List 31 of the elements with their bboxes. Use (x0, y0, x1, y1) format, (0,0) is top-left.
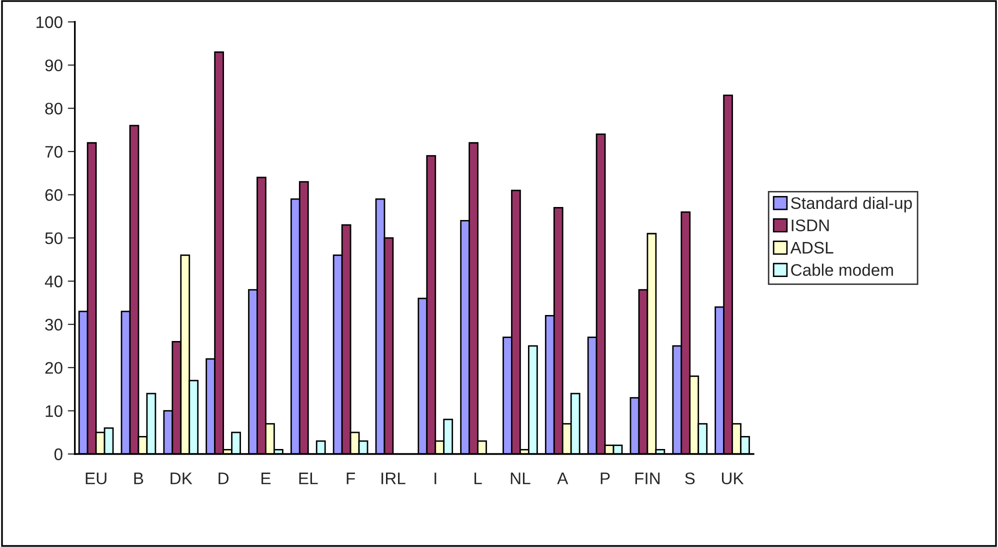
y-tick-label: 30 (45, 318, 62, 331)
x-tick-label: EU (86, 472, 106, 484)
y-tick-label: 100 (36, 16, 62, 28)
x-tick-label: P (600, 472, 610, 484)
legend-label: ISDN (792, 220, 829, 232)
y-tick-label: 80 (45, 102, 62, 115)
x-tick-label: B (134, 472, 144, 484)
x-tick-label: I (434, 472, 436, 484)
x-tick-label: NL (510, 472, 530, 484)
y-tick-label: 10 (46, 405, 62, 417)
x-tick-label: F (346, 472, 355, 484)
y-tick-label: 20 (45, 362, 62, 374)
x-tick-label: FIN (635, 472, 660, 484)
x-tick-label: DK (170, 472, 192, 484)
x-tick-label: L (474, 472, 482, 484)
y-tick-label: 50 (45, 232, 62, 244)
legend-label: ADSL (790, 242, 834, 254)
y-tick-label: 0 (54, 448, 62, 460)
y-tick-label: 90 (45, 59, 62, 72)
x-tick-label: IRL (382, 472, 406, 484)
x-tick-label: EL (299, 472, 318, 484)
x-tick-label: E (262, 472, 271, 484)
x-tick-label: S (685, 472, 695, 484)
y-tick-label: 70 (45, 146, 62, 158)
x-tick-label: D (218, 472, 229, 484)
y-tick-label: 60 (45, 189, 62, 201)
legend-label: Cable modem (791, 264, 893, 276)
x-tick-label: A (557, 472, 568, 484)
x-tick-label: UK (722, 472, 744, 484)
legend-label: Standard dial-up (791, 196, 912, 212)
y-tick-label: 40 (44, 276, 62, 288)
